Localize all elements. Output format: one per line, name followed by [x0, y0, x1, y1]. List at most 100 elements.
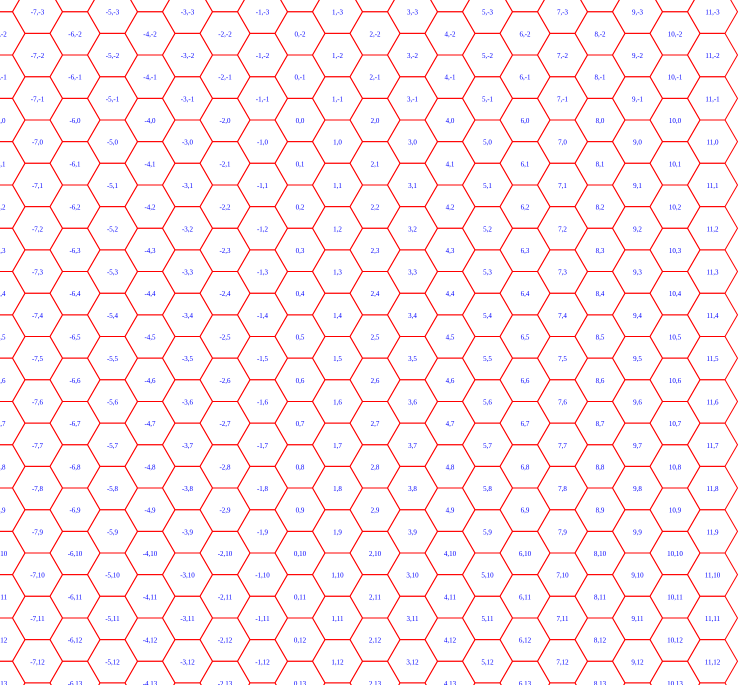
svg-text:7,7: 7,7: [558, 442, 567, 450]
svg-text:8,4: 8,4: [596, 290, 605, 298]
svg-text:7,-2: 7,-2: [557, 52, 569, 60]
svg-text:5,12: 5,12: [481, 658, 494, 666]
svg-text:4,12: 4,12: [444, 637, 457, 645]
svg-text:5,7: 5,7: [483, 442, 492, 450]
svg-text:2,7: 2,7: [371, 420, 380, 428]
svg-text:-4,9: -4,9: [144, 507, 156, 515]
svg-text:0,-2: 0,-2: [294, 30, 306, 38]
svg-text:4,2: 4,2: [446, 204, 455, 212]
svg-text:-8,5: -8,5: [0, 334, 6, 342]
svg-text:-2,13: -2,13: [218, 680, 233, 685]
svg-text:8,12: 8,12: [594, 637, 607, 645]
svg-text:-5,10: -5,10: [105, 572, 120, 580]
svg-text:2,11: 2,11: [369, 593, 381, 601]
svg-text:10,-2: 10,-2: [668, 30, 683, 38]
svg-text:-8,6: -8,6: [0, 377, 6, 385]
svg-text:6,9: 6,9: [521, 507, 530, 515]
svg-text:-4,10: -4,10: [143, 550, 158, 558]
svg-text:-8,4: -8,4: [0, 290, 6, 298]
svg-text:-1,11: -1,11: [255, 615, 270, 623]
svg-text:1,1: 1,1: [333, 182, 342, 190]
svg-text:6,13: 6,13: [519, 680, 532, 685]
svg-text:8,11: 8,11: [594, 593, 606, 601]
svg-text:1,6: 1,6: [333, 399, 342, 407]
svg-text:10,3: 10,3: [669, 247, 682, 255]
svg-text:3,3: 3,3: [408, 269, 417, 277]
svg-text:-2,10: -2,10: [218, 550, 233, 558]
svg-text:-2,9: -2,9: [219, 507, 231, 515]
svg-text:7,0: 7,0: [558, 139, 567, 147]
svg-text:3,-1: 3,-1: [407, 95, 419, 103]
svg-text:8,-2: 8,-2: [594, 30, 606, 38]
svg-text:0,2: 0,2: [296, 204, 305, 212]
svg-text:-7,3: -7,3: [32, 269, 44, 277]
svg-text:11,-3: 11,-3: [705, 9, 720, 17]
svg-text:9,5: 9,5: [633, 355, 642, 363]
svg-text:9,9: 9,9: [633, 528, 642, 536]
svg-text:7,12: 7,12: [556, 658, 569, 666]
svg-text:8,3: 8,3: [596, 247, 605, 255]
svg-text:0,10: 0,10: [294, 550, 307, 558]
svg-text:9,12: 9,12: [631, 658, 644, 666]
svg-text:-1,12: -1,12: [255, 658, 270, 666]
svg-text:-1,9: -1,9: [257, 528, 269, 536]
svg-text:10,9: 10,9: [669, 507, 682, 515]
svg-text:-5,9: -5,9: [107, 528, 119, 536]
svg-text:3,1: 3,1: [408, 182, 417, 190]
svg-text:8,6: 8,6: [596, 377, 605, 385]
svg-text:10,-1: 10,-1: [668, 74, 683, 82]
svg-text:2,6: 2,6: [371, 377, 380, 385]
svg-text:-2,-1: -2,-1: [218, 74, 232, 82]
svg-text:5,1: 5,1: [483, 182, 492, 190]
svg-text:0,13: 0,13: [294, 680, 307, 685]
svg-text:9,6: 9,6: [633, 399, 642, 407]
svg-text:7,-1: 7,-1: [557, 95, 569, 103]
svg-text:-4,12: -4,12: [143, 637, 158, 645]
svg-text:6,11: 6,11: [519, 593, 531, 601]
svg-text:9,7: 9,7: [633, 442, 642, 450]
svg-text:2,-2: 2,-2: [369, 30, 381, 38]
svg-text:5,-2: 5,-2: [482, 52, 494, 60]
svg-text:-1,5: -1,5: [257, 355, 269, 363]
svg-text:8,7: 8,7: [596, 420, 605, 428]
svg-text:-6,8: -6,8: [69, 463, 81, 471]
svg-text:3,5: 3,5: [408, 355, 417, 363]
svg-text:-5,1: -5,1: [107, 182, 119, 190]
svg-text:-8,12: -8,12: [0, 637, 8, 645]
svg-text:5,11: 5,11: [482, 615, 494, 623]
svg-text:0,6: 0,6: [296, 377, 305, 385]
svg-text:1,11: 1,11: [332, 615, 344, 623]
svg-text:3,4: 3,4: [408, 312, 417, 320]
svg-text:4,0: 4,0: [446, 117, 455, 125]
svg-text:4,-2: 4,-2: [444, 30, 456, 38]
svg-text:3,12: 3,12: [406, 658, 419, 666]
svg-text:11,0: 11,0: [707, 139, 719, 147]
svg-text:-3,3: -3,3: [182, 269, 194, 277]
svg-text:11,5: 11,5: [707, 355, 719, 363]
svg-text:-4,-2: -4,-2: [143, 30, 157, 38]
svg-text:5,5: 5,5: [483, 355, 492, 363]
svg-text:11,9: 11,9: [707, 528, 719, 536]
svg-text:-5,4: -5,4: [107, 312, 119, 320]
svg-text:3,0: 3,0: [408, 139, 417, 147]
svg-text:10,5: 10,5: [669, 334, 682, 342]
svg-text:11,11: 11,11: [705, 615, 721, 623]
svg-text:-5,0: -5,0: [107, 139, 119, 147]
svg-text:11,7: 11,7: [707, 442, 719, 450]
svg-text:-6,9: -6,9: [69, 507, 81, 515]
svg-text:0,4: 0,4: [296, 290, 305, 298]
svg-text:9,1: 9,1: [633, 182, 642, 190]
svg-text:-7,4: -7,4: [32, 312, 44, 320]
svg-text:-6,12: -6,12: [68, 637, 83, 645]
svg-text:5,8: 5,8: [483, 485, 492, 493]
svg-text:10,7: 10,7: [669, 420, 682, 428]
svg-text:0,0: 0,0: [296, 117, 305, 125]
svg-text:-6,4: -6,4: [69, 290, 81, 298]
svg-text:-2,2: -2,2: [219, 204, 231, 212]
svg-text:-3,11: -3,11: [180, 615, 195, 623]
svg-text:10,4: 10,4: [669, 290, 682, 298]
svg-text:8,9: 8,9: [596, 507, 605, 515]
svg-text:-2,7: -2,7: [219, 420, 231, 428]
svg-text:4,13: 4,13: [444, 680, 457, 685]
svg-text:-5,-1: -5,-1: [106, 95, 120, 103]
